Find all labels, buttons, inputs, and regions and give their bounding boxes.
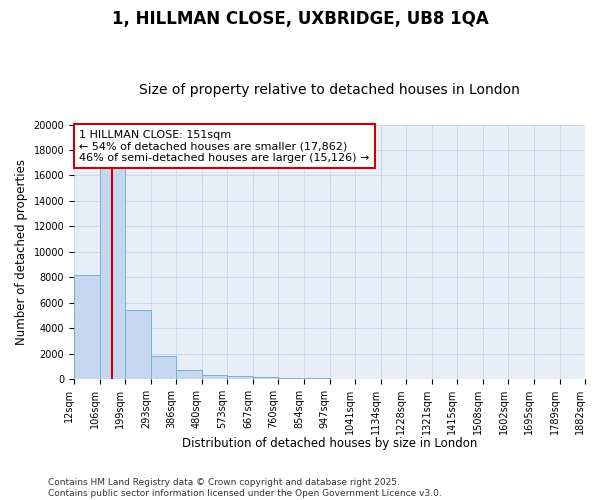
Bar <box>100 168 125 379</box>
Bar <box>74 274 100 379</box>
Title: Size of property relative to detached houses in London: Size of property relative to detached ho… <box>139 83 520 97</box>
Text: 1 HILLMAN CLOSE: 151sqm
← 54% of detached houses are smaller (17,862)
46% of sem: 1 HILLMAN CLOSE: 151sqm ← 54% of detache… <box>79 130 370 163</box>
Bar <box>176 370 202 379</box>
Bar <box>202 375 227 379</box>
Bar <box>304 378 329 379</box>
Bar <box>125 310 151 379</box>
Bar <box>227 376 253 379</box>
Bar <box>151 356 176 379</box>
Text: Contains HM Land Registry data © Crown copyright and database right 2025.
Contai: Contains HM Land Registry data © Crown c… <box>48 478 442 498</box>
Y-axis label: Number of detached properties: Number of detached properties <box>15 159 28 345</box>
Bar <box>253 377 278 379</box>
X-axis label: Distribution of detached houses by size in London: Distribution of detached houses by size … <box>182 437 477 450</box>
Text: 1, HILLMAN CLOSE, UXBRIDGE, UB8 1QA: 1, HILLMAN CLOSE, UXBRIDGE, UB8 1QA <box>112 10 488 28</box>
Bar <box>278 378 304 379</box>
